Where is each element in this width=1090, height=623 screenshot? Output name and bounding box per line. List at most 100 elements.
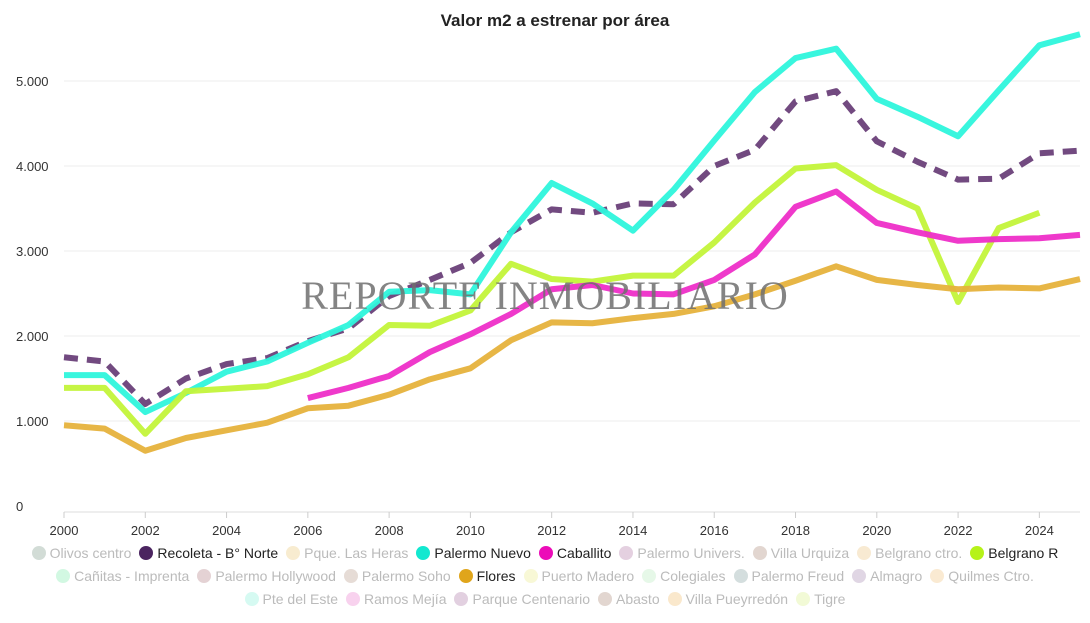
legend-label: Belgrano R — [988, 544, 1059, 561]
legend-label: Caballito — [556, 544, 612, 561]
y-tick-label: 3.000 — [16, 244, 49, 259]
legend-item[interactable]: Quilmes Ctro. — [930, 566, 1034, 585]
legend-label: Pque. Las Heras — [304, 544, 409, 561]
legend-marker-icon — [416, 545, 431, 560]
legend-marker-icon — [642, 568, 657, 583]
legend-label: Palermo Univers. — [637, 544, 745, 561]
legend-marker-icon — [197, 568, 212, 583]
series-line-caballito — [307, 188, 1081, 401]
legend-marker-icon — [286, 545, 301, 560]
legend-item[interactable]: Olivos centro — [31, 543, 132, 562]
legend-item[interactable]: Caballito — [538, 543, 612, 562]
y-tick-label: 1.000 — [16, 414, 49, 429]
x-tick-label: 2004 — [212, 523, 241, 538]
legend-label: Flores — [476, 567, 516, 584]
legend-label: Almagro — [870, 567, 923, 584]
x-tick-label: 2008 — [375, 523, 404, 538]
legend-label: Belgrano ctro. — [875, 544, 963, 561]
legend-item[interactable]: Palermo Univers. — [619, 543, 745, 562]
legend-item[interactable]: Palermo Freud — [733, 566, 845, 585]
legend-marker-icon — [31, 545, 46, 560]
legend-marker-icon — [538, 545, 553, 560]
legend-label: Colegiales — [660, 567, 726, 584]
legend-label: Ramos Mejía — [364, 590, 447, 607]
legend-label: Palermo Nuevo — [434, 544, 531, 561]
legend-item[interactable]: Colegiales — [642, 566, 726, 585]
legend-label: Palermo Freud — [751, 567, 845, 584]
legend-label: Palermo Soho — [361, 567, 451, 584]
legend-label: Pte del Este — [262, 590, 339, 607]
legend-label: Olivos centro — [49, 544, 132, 561]
x-tick-label: 2012 — [537, 523, 566, 538]
legend-marker-icon — [667, 591, 682, 606]
y-tick-label: 2.000 — [16, 329, 49, 344]
legend-item[interactable]: Villa Urquiza — [752, 543, 850, 562]
x-tick-label: 2010 — [456, 523, 485, 538]
legend-marker-icon — [619, 545, 634, 560]
legend-marker-icon — [598, 591, 613, 606]
legend-marker-icon — [454, 591, 469, 606]
legend-item[interactable]: Abasto — [598, 589, 660, 608]
legend-item[interactable]: Palermo Soho — [343, 566, 451, 585]
legend-item[interactable]: Tigre — [796, 589, 845, 608]
legend-item[interactable]: Recoleta - B° Norte — [139, 543, 278, 562]
legend-label: Tigre — [814, 590, 846, 607]
legend-marker-icon — [796, 591, 811, 606]
legend-label: Villa Urquiza — [770, 544, 850, 561]
legend-marker-icon — [857, 545, 872, 560]
legend-label: Abasto — [616, 590, 660, 607]
legend-item[interactable]: Pque. Las Heras — [286, 543, 408, 562]
legend-item[interactable]: Villa Pueyrredón — [667, 589, 789, 608]
legend-item[interactable]: Palermo Hollywood — [197, 566, 336, 585]
series-line-belgrano-r — [64, 162, 1041, 437]
x-tick-label: 2020 — [862, 523, 891, 538]
x-tick-label: 2014 — [618, 523, 647, 538]
legend-label: Parque Centenario — [472, 590, 591, 607]
y-tick-label: 4.000 — [16, 159, 49, 174]
legend-item[interactable]: Ramos Mejía — [346, 589, 446, 608]
legend-item[interactable]: Palermo Nuevo — [416, 543, 531, 562]
legend-item[interactable]: Pte del Este — [244, 589, 339, 608]
legend-item[interactable]: Parque Centenario — [454, 589, 590, 608]
x-tick-label: 2022 — [944, 523, 973, 538]
legend-label: Recoleta - B° Norte — [157, 544, 279, 561]
legend-label: Puerto Madero — [541, 567, 635, 584]
chart-title: Valor m2 a estrenar por área — [440, 11, 670, 30]
legend-marker-icon — [343, 568, 358, 583]
legend-label: Villa Pueyrredón — [685, 590, 789, 607]
legend-marker-icon — [752, 545, 767, 560]
legend-item[interactable]: Flores — [458, 566, 516, 585]
x-tick-label: 2006 — [293, 523, 322, 538]
y-tick-label: 0 — [16, 499, 23, 514]
legend-item[interactable]: Belgrano R — [970, 543, 1058, 562]
legend-marker-icon — [139, 545, 154, 560]
legend-marker-icon — [346, 591, 361, 606]
series-line-palermo-nuevo — [64, 31, 1081, 416]
legend-label: Quilmes Ctro. — [948, 567, 1034, 584]
legend: Olivos centro Recoleta - B° Norte Pque. La… — [8, 543, 1082, 608]
y-tick-label: 5.000 — [16, 74, 49, 89]
legend-marker-icon — [970, 545, 985, 560]
legend-label: Cañitas - Imprenta — [74, 567, 190, 584]
series-line-recoleta-b-norte — [63, 88, 1081, 407]
x-tick-label: 2000 — [50, 523, 79, 538]
x-tick-label: 2016 — [700, 523, 729, 538]
x-tick-label: 2024 — [1025, 523, 1054, 538]
legend-marker-icon — [56, 568, 71, 583]
legend-marker-icon — [733, 568, 748, 583]
legend-label: Palermo Hollywood — [215, 567, 336, 584]
x-tick-label: 2018 — [781, 523, 810, 538]
legend-marker-icon — [852, 568, 867, 583]
legend-marker-icon — [458, 568, 473, 583]
legend-item[interactable]: Cañitas - Imprenta — [56, 566, 189, 585]
legend-marker-icon — [523, 568, 538, 583]
series-line-flores — [63, 263, 1081, 454]
legend-marker-icon — [244, 591, 259, 606]
legend-item[interactable]: Belgrano ctro. — [857, 543, 962, 562]
legend-item[interactable]: Puerto Madero — [523, 566, 635, 585]
legend-item[interactable]: Almagro — [852, 566, 922, 585]
x-tick-label: 2002 — [131, 523, 160, 538]
legend-marker-icon — [930, 568, 945, 583]
